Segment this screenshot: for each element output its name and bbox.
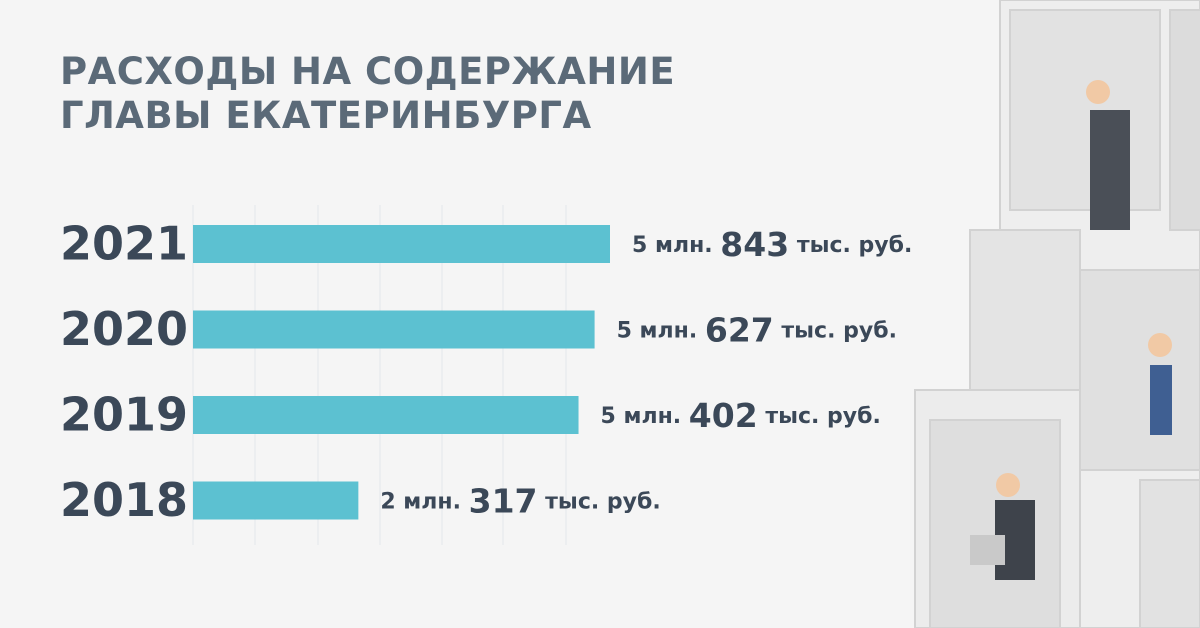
value-label: 5 млн. 402 тыс. руб. bbox=[601, 396, 881, 435]
y-tick-label: 2019 bbox=[60, 388, 188, 442]
bar bbox=[193, 481, 359, 520]
illustration bbox=[914, 0, 1200, 628]
value-label: 5 млн. 627 тыс. руб. bbox=[617, 310, 897, 349]
y-tick-label: 2021 bbox=[60, 217, 188, 271]
chart-title: РАСХОДЫ НА СОДЕРЖАНИЕ bbox=[60, 50, 675, 93]
bar bbox=[193, 396, 579, 434]
value-label: 2 млн. 317 тыс. руб. bbox=[380, 481, 660, 520]
value-label: 5 млн. 843 тыс. руб. bbox=[632, 225, 912, 264]
chart-title: ГЛАВЫ ЕКАТЕРИНБУРГА bbox=[60, 94, 592, 137]
y-tick-label: 2020 bbox=[60, 302, 188, 356]
bar bbox=[193, 225, 610, 263]
bar bbox=[193, 310, 595, 349]
y-tick-label: 2018 bbox=[60, 473, 188, 527]
